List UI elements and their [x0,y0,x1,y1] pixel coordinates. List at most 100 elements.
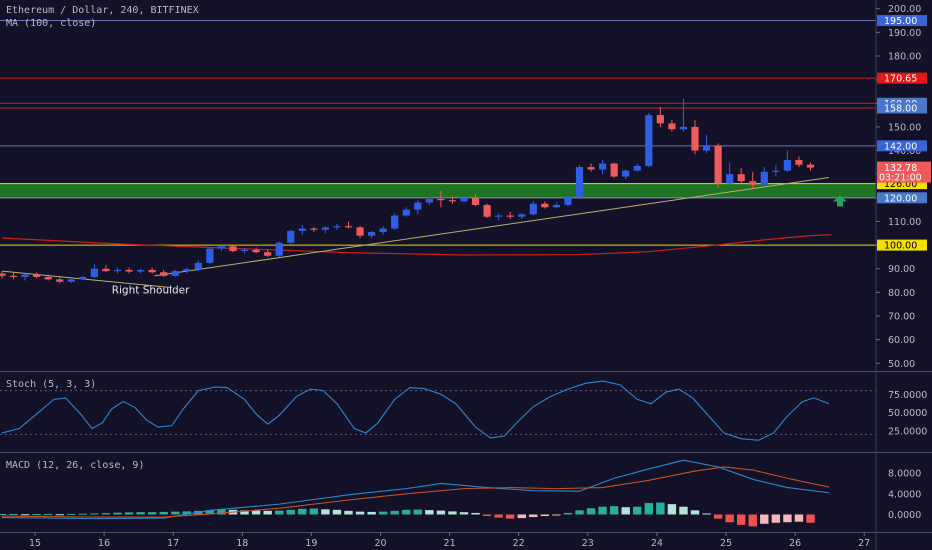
trendlines [1,176,830,289]
stoch-tick-2: 25.0000 [888,426,927,437]
macd-pane[interactable]: MACD (12, 26, close, 9) 8.0000 4.0000 0.00… [0,459,921,527]
price-pane[interactable]: Right Shoulder Ethereum / Dollar, 240, B… [0,5,876,297]
candle-body-25 [287,230,295,243]
candle-body-44 [506,215,514,217]
candle-body-65 [749,181,757,185]
time-tick-1: 16 [98,538,110,549]
macd-bar-59 [679,506,688,515]
macd-bar-65 [748,514,757,527]
candle-body-59 [679,126,688,130]
candle-19 [217,243,226,251]
level-badge-text-6: 120.00 [884,193,917,204]
candle-body-21 [240,249,249,252]
candle-body-35 [402,209,410,216]
macd-bar-66 [760,514,769,524]
candle-67 [772,164,780,177]
candle-body-31 [356,227,364,236]
up-arrow-icon [832,195,847,207]
right-shoulder-annotation: Right Shoulder [112,285,190,297]
macd-bar-61 [702,513,711,515]
candle-body-10 [113,269,122,272]
candle-58 [668,119,676,132]
macd-bar-50 [575,510,584,515]
candle-body-38 [437,199,445,201]
macd-bar-56 [644,503,653,515]
candle-70 [806,162,815,171]
candle-body-48 [552,204,560,208]
candle-body-4 [44,277,52,280]
candle-30 [344,221,353,229]
candle-8 [90,264,98,279]
candle-55 [633,163,641,172]
macd-bar-41 [471,512,480,515]
macd-bar-39 [448,511,457,515]
macd-bar-55 [633,506,642,515]
candle-body-69 [795,160,803,165]
time-tick-0: 15 [29,538,41,549]
candle-56 [645,112,653,168]
candle-body-12 [137,269,145,272]
macd-bar-57 [656,502,665,515]
candle-body-23 [264,252,272,256]
candle-34 [391,213,399,230]
macd-bar-27 [309,508,319,515]
support-zone [0,183,876,198]
level-badge-text-7: 100.00 [884,241,917,252]
candle-body-51 [587,167,595,170]
price-axis[interactable]: 200.00190.00180.00170.00160.00150.00140.… [875,0,931,550]
level-badge-6 [877,192,927,204]
candle-body-39 [448,200,457,202]
candle-23 [264,249,272,257]
candle-25 [287,229,295,244]
candle-17 [194,260,202,272]
candle-26 [298,225,306,235]
candle-body-30 [344,226,353,228]
price-tick-15: 50.00 [888,359,915,370]
candle-body-36 [414,202,422,210]
time-axis[interactable]: 15 16 17 18 19 20 21 22 23 24 25 26 27 [29,532,870,549]
candle-body-22 [252,249,260,253]
candle-29 [333,223,341,230]
level-badge-text-4: 142.00 [884,141,917,152]
candle-body-1 [9,275,18,278]
time-tick-12: 27 [858,538,870,549]
candle-68 [783,150,791,172]
macd-bar-48 [552,514,561,516]
stochastic-pane[interactable]: Stoch (5, 3, 3) 75.0000 50.0000 25.0000 [0,379,927,441]
candle-42 [483,203,491,218]
candle-body-43 [495,215,503,217]
level-badge-text-1: 170.65 [884,74,917,85]
candle-body-60 [691,126,699,151]
price-tick-12: 80.00 [888,288,915,299]
candle-21 [240,247,249,254]
candle-body-45 [518,214,526,217]
macd-bar-22 [251,510,261,515]
candle-59 [679,98,688,132]
macd-bar-70 [806,514,815,523]
stoch-tick-0: 75.0000 [888,390,927,401]
candle-52 [599,160,607,175]
macd-bar-30 [344,510,353,515]
candle-27 [310,227,318,233]
candle-62 [714,143,722,189]
candle-body-42 [483,204,491,217]
macd-bar-23 [263,510,272,515]
candle-body-20 [229,246,237,251]
candle-20 [229,245,237,253]
time-tick-10: 25 [720,538,732,549]
candle-22 [252,247,260,254]
price-level-badges: 195.00170.65160.00158.00142.00126.00120.… [877,15,927,252]
candle-body-58 [668,123,676,130]
stoch-tick-1: 50.0000 [888,408,927,419]
candle-body-13 [148,269,156,273]
macd-bar-60 [690,510,700,515]
macd-bar-4 [44,513,53,515]
candle-body-68 [783,160,791,171]
macd-bar-19 [217,509,226,515]
macd-tick-1: 4.0000 [888,489,921,500]
level-badge-5 [877,178,927,190]
time-tick-9: 24 [651,538,663,549]
candle-43 [495,213,503,221]
